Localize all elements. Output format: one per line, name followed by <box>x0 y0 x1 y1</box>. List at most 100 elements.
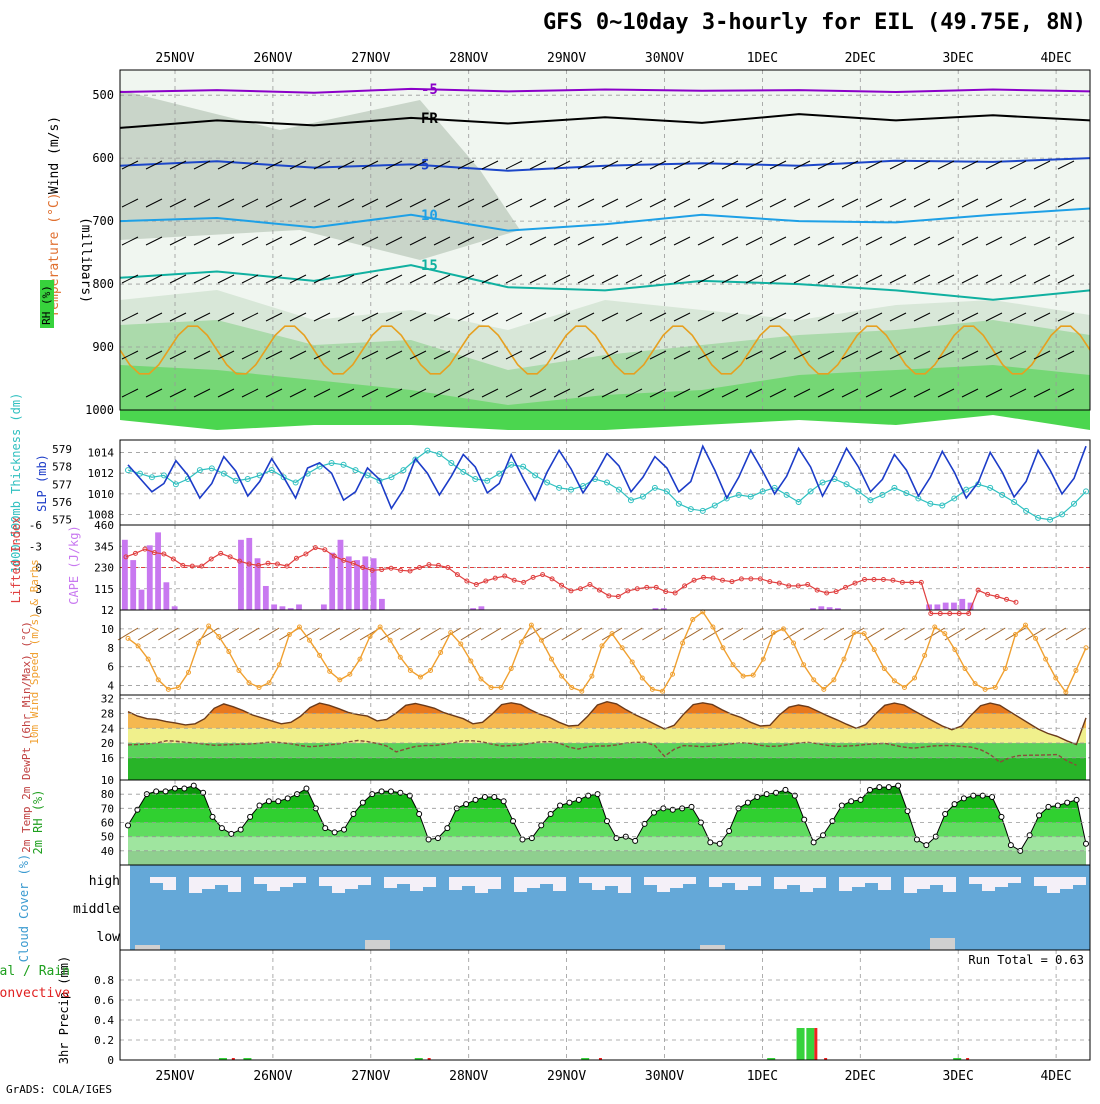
precip-conv-bar <box>231 1058 235 1060</box>
thickness-point <box>627 497 634 504</box>
wind-barb <box>241 312 259 322</box>
wind-speed-point <box>861 631 867 637</box>
wind-barb <box>409 198 427 208</box>
wind-barb <box>793 236 811 246</box>
cloud-high-gap <box>605 877 618 886</box>
wind-barb <box>361 198 379 208</box>
wind-barb <box>961 350 979 360</box>
wind-speed-point <box>569 684 575 690</box>
wind-barb <box>961 198 979 208</box>
cloud-high-gap <box>215 877 228 885</box>
wind-speed-point <box>387 637 393 643</box>
wind-speed-point <box>125 635 131 641</box>
wind-barb <box>193 350 211 360</box>
wind-barb <box>601 198 619 208</box>
wind-barb <box>1057 312 1075 322</box>
wind-barb <box>337 160 355 170</box>
wind-barb <box>769 350 787 360</box>
rh-point <box>265 798 272 805</box>
cape-bar <box>296 604 302 610</box>
wind-barb <box>1009 312 1027 322</box>
isotherm-label: FR <box>421 111 438 127</box>
date-label-bottom: 27NOV <box>351 1069 390 1084</box>
cloud-high-gap <box>384 877 397 888</box>
wind-speed-point <box>871 647 877 653</box>
wind-barb <box>1033 198 1051 208</box>
wind-barb <box>289 350 307 360</box>
cape-bar <box>271 604 278 610</box>
thickness-point <box>639 493 646 500</box>
date-label-top: 3DEC <box>943 51 974 66</box>
wind-barb <box>337 388 355 398</box>
wind-barb <box>481 274 499 284</box>
lifted-index-point <box>985 591 991 597</box>
lifted-index-point <box>180 562 186 568</box>
wind-barb <box>361 312 379 322</box>
rh-point <box>125 822 131 829</box>
cape-bar <box>155 532 161 610</box>
wind-speed-point <box>992 684 998 690</box>
wind-speed-point <box>186 669 192 675</box>
wind-barb <box>529 388 547 398</box>
slp-tick-label: 1010 <box>88 488 115 501</box>
lifted-index-point <box>454 572 460 578</box>
thickness-point <box>687 506 694 513</box>
wind-speed-point <box>680 640 686 646</box>
thickness-line <box>127 449 1087 521</box>
wind-speed-point <box>327 668 333 674</box>
wind-barb <box>793 198 811 208</box>
wind-barb <box>1065 627 1087 641</box>
wind-barb <box>217 350 235 360</box>
lifted-index-point <box>388 565 394 571</box>
thickness-point <box>663 488 670 495</box>
cape-bar <box>834 608 841 610</box>
cloud-high-gap <box>917 877 930 889</box>
lifted-index-point <box>814 587 820 593</box>
wind-barb <box>937 160 955 170</box>
cloud-axis-label: Cloud Cover (%) <box>17 854 31 962</box>
thickness-point <box>352 467 359 474</box>
wind-barb <box>433 236 451 246</box>
thickness-tick-label: 576 <box>52 496 72 509</box>
cloud-level-label: middle <box>73 902 120 917</box>
wind-barb <box>265 160 283 170</box>
lifted-index-point <box>663 589 669 595</box>
lifted-index-point <box>795 583 801 589</box>
wind-speed-line <box>127 610 1087 694</box>
wind-speed-point <box>1053 675 1059 681</box>
cloud-high-gap <box>683 877 696 884</box>
wind-speed-point <box>1022 622 1028 628</box>
thickness-point <box>292 479 299 486</box>
cloud-high-gap <box>579 877 592 883</box>
cloud-low-gap <box>365 940 390 950</box>
wind-barb <box>299 627 320 641</box>
lifted-index-point <box>862 577 868 583</box>
slp-tick-label: 1008 <box>88 509 115 522</box>
precip-conv-bar <box>427 1058 431 1060</box>
wind-barb <box>1009 388 1027 398</box>
wind-barb <box>889 236 907 246</box>
date-label-bottom: 2DEC <box>845 1069 876 1084</box>
wind-barb <box>265 312 283 322</box>
wind-barb <box>913 236 931 246</box>
wind-barb <box>721 274 739 284</box>
cloud-low-gap <box>700 945 725 950</box>
rh-point <box>726 828 733 834</box>
rh-band <box>128 822 1086 837</box>
rh-tick-label: 60 <box>101 817 114 830</box>
wind-barb <box>865 236 883 246</box>
wind-barb <box>289 236 307 246</box>
credit-label: GrADS: COLA/IGES <box>6 1083 112 1096</box>
wind-speed-point <box>770 630 776 636</box>
temp-band <box>128 757 1086 780</box>
thickness-point <box>855 488 862 495</box>
wind-barb <box>529 350 547 360</box>
wind-barb <box>521 627 542 641</box>
wind-barb <box>1033 236 1051 246</box>
cloud-high-gap <box>358 877 371 885</box>
lifted-index-point <box>824 590 830 596</box>
wind-barb <box>697 350 715 360</box>
wind-speed-point <box>801 662 807 668</box>
wind-barb <box>361 160 379 170</box>
cloud-high-gap <box>930 877 943 885</box>
